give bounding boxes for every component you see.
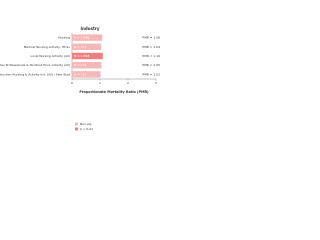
legend-label: p < 0.01 [80,127,93,131]
x-tick-label: 0 [71,81,73,85]
bar [72,34,103,41]
bar [72,71,101,78]
chart: Industry Proportionate Mortality Ratio (… [0,26,160,131]
value-label: PMR = 1.02 [142,72,160,76]
y-tick-label: Construction Nursing & Activity Ind. (Al… [0,72,71,76]
count-label: N = 1,046 [74,36,89,40]
value-label: PMR = 1.05 [142,63,160,67]
y-tick-label: Medical Nursing Activity, Ht-Sv [24,45,71,49]
count-label: N = 124 [74,72,86,76]
legend-swatch [75,127,78,131]
x-tick-label: 2 [127,81,129,85]
value-label: PMR = 1.08 [142,36,160,40]
count-label: N = 1,558 [74,54,89,58]
value-label: PMR = 1.10 [142,54,160,58]
bar [72,43,102,51]
x-axis-label: Proportionate Mortality Ratio (PMR) [79,90,149,94]
y-tick-label: Local Nursing Activity (All) [31,54,71,58]
y-tick-label: Nursing [58,36,70,40]
x-tick-label: 1 [99,81,101,85]
y-tick-label: Other Professionals & Nonfood Prod. Acti… [0,63,70,67]
bar [72,52,103,60]
legend-label: Non-sig [80,122,91,126]
chart-title: Industry [81,26,100,31]
legend-swatch [75,122,78,126]
value-label: PMR = 1.04 [142,45,160,49]
x-tick-label: 3 [155,81,157,85]
count-label: N = 273 [74,45,86,49]
bar [72,61,102,69]
count-label: N = 432 [74,63,86,67]
